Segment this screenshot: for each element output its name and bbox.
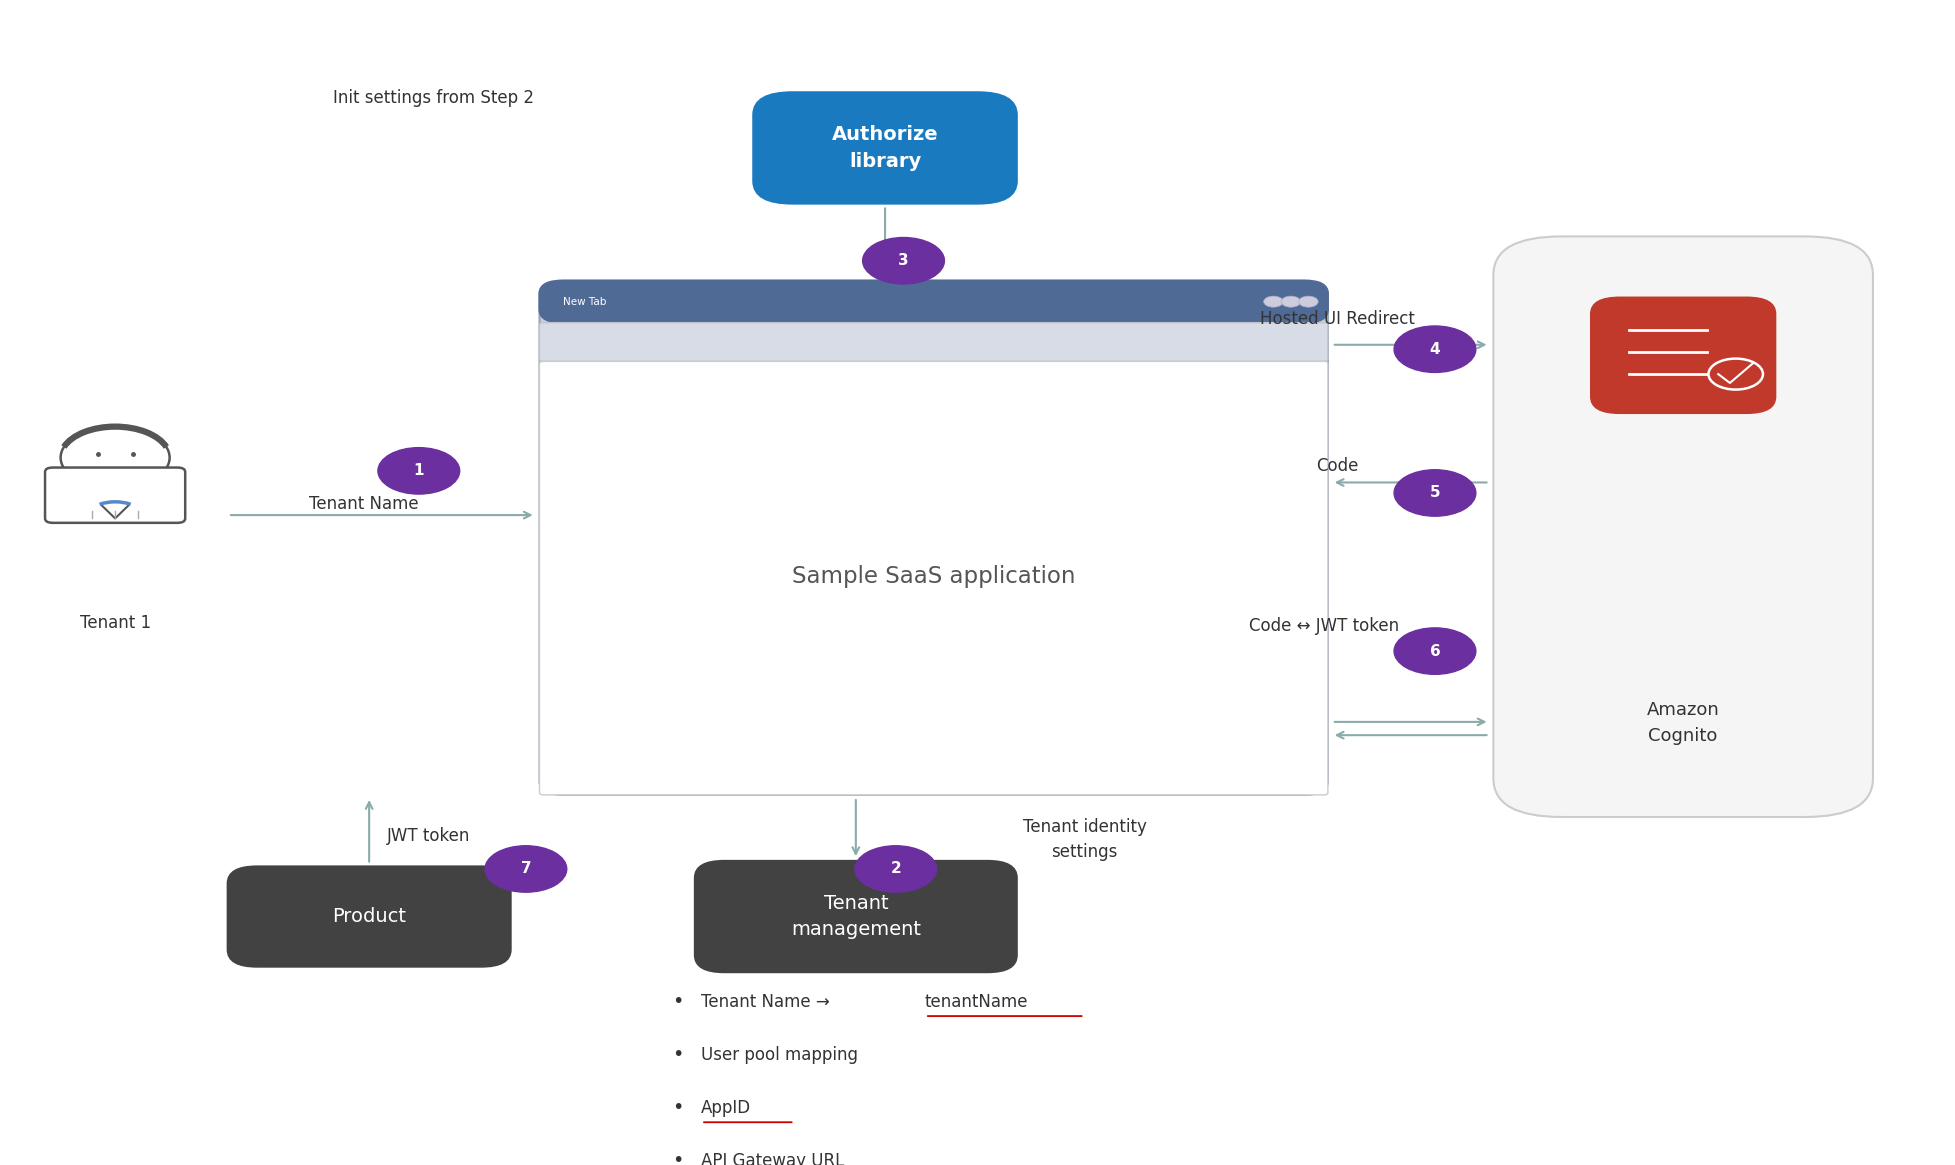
Text: Sample SaaS application: Sample SaaS application [792,565,1075,588]
Text: Amazon
Cognito: Amazon Cognito [1646,701,1720,746]
Text: tenantName: tenantName [925,993,1028,1011]
Text: Authorize
library: Authorize library [831,125,938,171]
Circle shape [1394,628,1476,675]
Text: 7: 7 [520,861,532,876]
Circle shape [1298,296,1318,308]
Circle shape [854,846,936,892]
Text: 5: 5 [1429,486,1441,501]
Text: Product: Product [332,908,407,926]
FancyBboxPatch shape [540,323,1327,361]
Circle shape [1394,469,1476,516]
Text: Init settings from Step 2: Init settings from Step 2 [332,90,534,107]
Text: •: • [673,1045,682,1065]
Text: •: • [673,1151,682,1165]
Text: Tenant Name →: Tenant Name → [702,993,835,1011]
Text: 1: 1 [414,464,424,479]
Text: •: • [673,993,682,1011]
Text: New Tab: New Tab [563,297,606,306]
Text: 4: 4 [1429,341,1441,356]
FancyBboxPatch shape [696,861,1017,972]
Circle shape [1281,296,1300,308]
FancyBboxPatch shape [540,361,1327,795]
Text: •: • [673,1099,682,1117]
Text: JWT token: JWT token [387,827,471,845]
Circle shape [1263,296,1282,308]
Circle shape [485,846,567,892]
Text: Tenant identity
settings: Tenant identity settings [1022,818,1146,861]
Text: Code: Code [1316,458,1359,475]
Circle shape [61,426,170,488]
Text: Tenant Name: Tenant Name [309,495,418,513]
Text: Hosted UI Redirect: Hosted UI Redirect [1261,310,1415,329]
Circle shape [377,447,459,494]
Circle shape [862,238,944,284]
Text: 3: 3 [897,253,909,268]
Text: AppID: AppID [702,1099,751,1117]
Text: User pool mapping: User pool mapping [702,1046,858,1064]
FancyBboxPatch shape [753,93,1017,203]
FancyBboxPatch shape [229,867,510,966]
FancyBboxPatch shape [540,281,1327,795]
FancyBboxPatch shape [45,467,186,523]
Text: Tenant 1: Tenant 1 [80,614,151,633]
FancyBboxPatch shape [540,281,1327,323]
FancyBboxPatch shape [1494,236,1873,817]
FancyBboxPatch shape [1591,297,1775,414]
Text: API Gateway URL: API Gateway URL [702,1152,845,1165]
Text: 6: 6 [1429,643,1441,658]
Circle shape [1394,326,1476,373]
Text: 2: 2 [890,861,901,876]
Text: Tenant
management: Tenant management [792,894,921,939]
Text: Code ↔ JWT token: Code ↔ JWT token [1249,616,1400,635]
